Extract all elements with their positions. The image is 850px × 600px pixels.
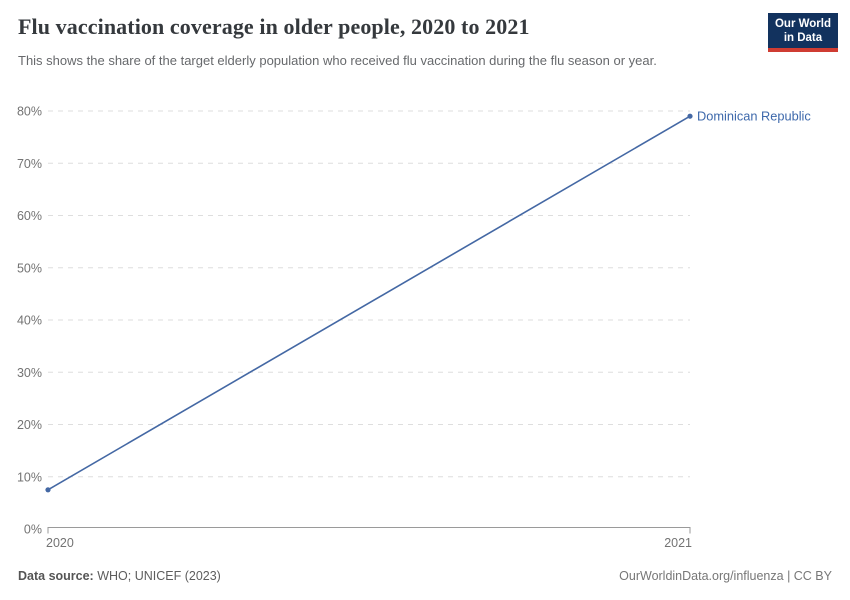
- chart-title: Flu vaccination coverage in older people…: [18, 14, 530, 39]
- y-tick-40: 40%: [17, 314, 42, 328]
- series-line-dominican-republic: [47, 115, 691, 491]
- y-tick-80: 80%: [17, 105, 42, 119]
- gridlines: [48, 110, 690, 478]
- x-tick-2021: 2021: [664, 536, 692, 550]
- data-source-label: Data source:: [18, 569, 94, 583]
- owid-logo-line1: Our World: [774, 18, 831, 30]
- data-source-value: WHO; UNICEF (2023): [97, 569, 221, 583]
- owid-logo-line2: in Data: [783, 31, 823, 44]
- y-tick-50: 50%: [17, 261, 42, 275]
- data-source-note: Data source: WHO; UNICEF (2023): [18, 569, 221, 583]
- entity-label[interactable]: Dominican Republic: [697, 109, 811, 124]
- y-tick-0: 0%: [24, 523, 42, 537]
- y-tick-60: 60%: [17, 209, 42, 223]
- data-point-2020: [45, 487, 51, 493]
- y-tick-30: 30%: [17, 366, 42, 380]
- y-tick-70: 70%: [17, 157, 42, 171]
- credit-link[interactable]: OurWorldinData.org/influenza | CC BY: [619, 569, 832, 583]
- y-tick-20: 20%: [17, 418, 42, 432]
- data-point-2021: [687, 113, 693, 119]
- y-axis-tick-labels: 0% 10% 20% 30% 40% 50% 60% 70% 80%: [17, 105, 42, 537]
- chart-subtitle: This shows the share of the target elder…: [18, 53, 657, 68]
- x-tick-2020: 2020: [46, 536, 74, 550]
- x-axis: [47, 527, 691, 534]
- y-tick-10: 10%: [17, 470, 42, 484]
- owid-logo: Our World in Data: [767, 13, 838, 52]
